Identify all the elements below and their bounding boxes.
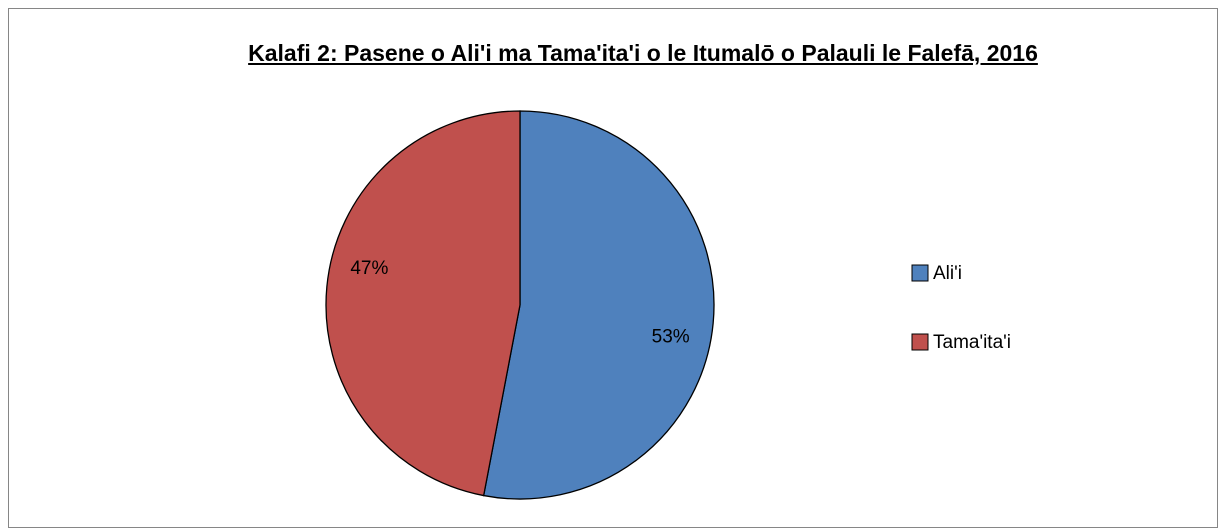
- page: Kalafi 2: Pasene o Ali'i ma Tama'ita'i o…: [8, 8, 1218, 528]
- pie-slice: [482, 110, 715, 500]
- data-label: 47%: [350, 258, 388, 279]
- legend-label: Ali'i: [933, 263, 962, 284]
- legend-swatch: [911, 264, 929, 282]
- legend-label: Tama'ita'i: [933, 332, 1011, 353]
- pie-slice: [325, 110, 521, 497]
- data-label: 53%: [652, 326, 690, 347]
- legend-swatch: [911, 333, 929, 351]
- chart: 53% 47% Ali'i Tama'ita'i: [325, 110, 1011, 500]
- chart-title: Kalafi 2: Pasene o Ali'i ma Tama'ita'i o…: [248, 40, 1038, 66]
